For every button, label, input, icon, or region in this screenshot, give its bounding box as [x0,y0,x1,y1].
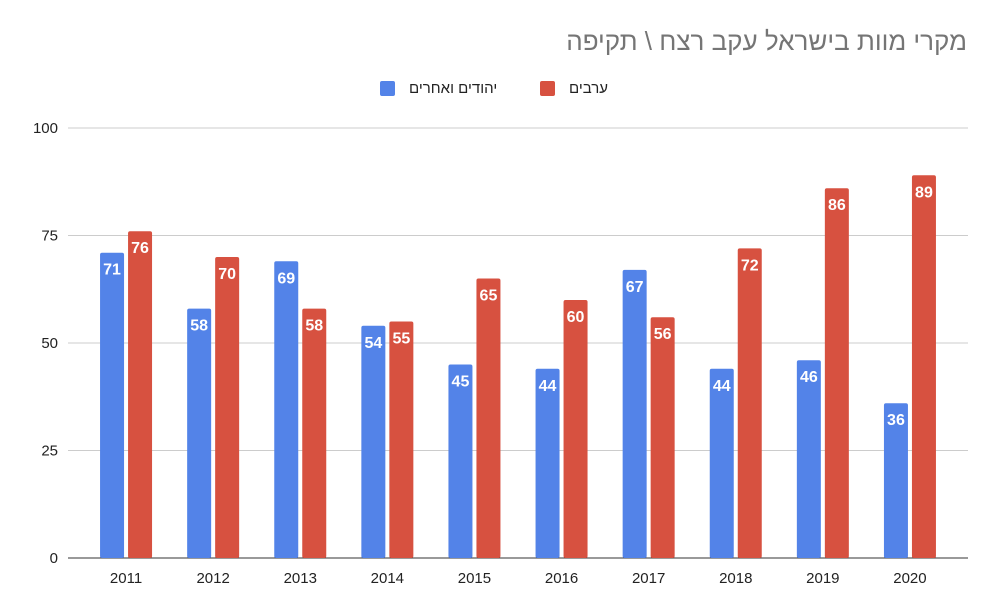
legend-swatch [540,81,555,96]
bar [187,308,212,558]
bar [476,278,501,558]
legend-item-jews-others: יהודים ואחרים [380,80,497,97]
data-label: 67 [626,279,644,296]
y-tick-label: 50 [41,335,58,352]
bar [650,317,675,558]
x-tick-label: 2013 [284,570,317,587]
legend-label: יהודים ואחרים [409,80,498,97]
legend-label: ערבים [569,80,609,97]
data-label: 89 [915,184,933,201]
data-label: 72 [741,257,759,274]
legend-item-arabs: ערבים [540,80,608,97]
data-label: 44 [713,378,731,395]
data-label: 71 [103,262,121,279]
y-tick-label: 25 [41,443,58,460]
data-label: 69 [277,270,295,287]
bar [100,252,125,558]
data-label: 70 [218,266,236,283]
x-tick-label: 2016 [545,570,578,587]
bar [535,368,560,558]
chart-title: מקרי מוות בישראל עקב רצח \ תקיפה [566,26,967,56]
bar [911,175,936,559]
bar [389,321,414,558]
y-tick-label: 75 [41,228,58,245]
data-label: 65 [480,288,498,305]
x-tick-label: 2012 [196,570,229,587]
x-tick-label: 2015 [458,570,491,587]
data-label: 60 [567,309,585,326]
x-tick-label: 2018 [719,570,752,587]
data-label: 54 [364,335,382,352]
bar [361,325,386,558]
bar [563,300,588,558]
data-label: 58 [190,318,208,335]
bar [302,308,327,558]
y-tick-label: 100 [33,120,58,137]
data-label: 36 [887,412,905,429]
bar [737,248,762,558]
data-label: 76 [131,240,149,257]
data-label: 56 [654,326,672,343]
x-tick-label: 2017 [632,570,665,587]
bar [824,188,849,558]
data-label: 46 [800,369,818,386]
bar [274,261,299,558]
bar [128,231,153,558]
x-tick-label: 2011 [110,570,142,587]
bar [709,368,734,558]
x-tick-label: 2014 [371,570,404,587]
data-label: 45 [452,374,470,391]
bar [448,364,473,558]
y-tick-label: 0 [50,550,58,567]
data-label: 58 [305,318,323,335]
bar [622,269,647,558]
bar [215,257,240,558]
bar [883,403,908,558]
legend-swatch [380,81,395,96]
data-label: 86 [828,197,846,214]
x-tick-label: 2020 [893,570,926,587]
data-label: 44 [539,378,557,395]
data-label: 55 [392,331,410,348]
x-tick-label: 2019 [806,570,839,587]
bar [796,360,821,558]
